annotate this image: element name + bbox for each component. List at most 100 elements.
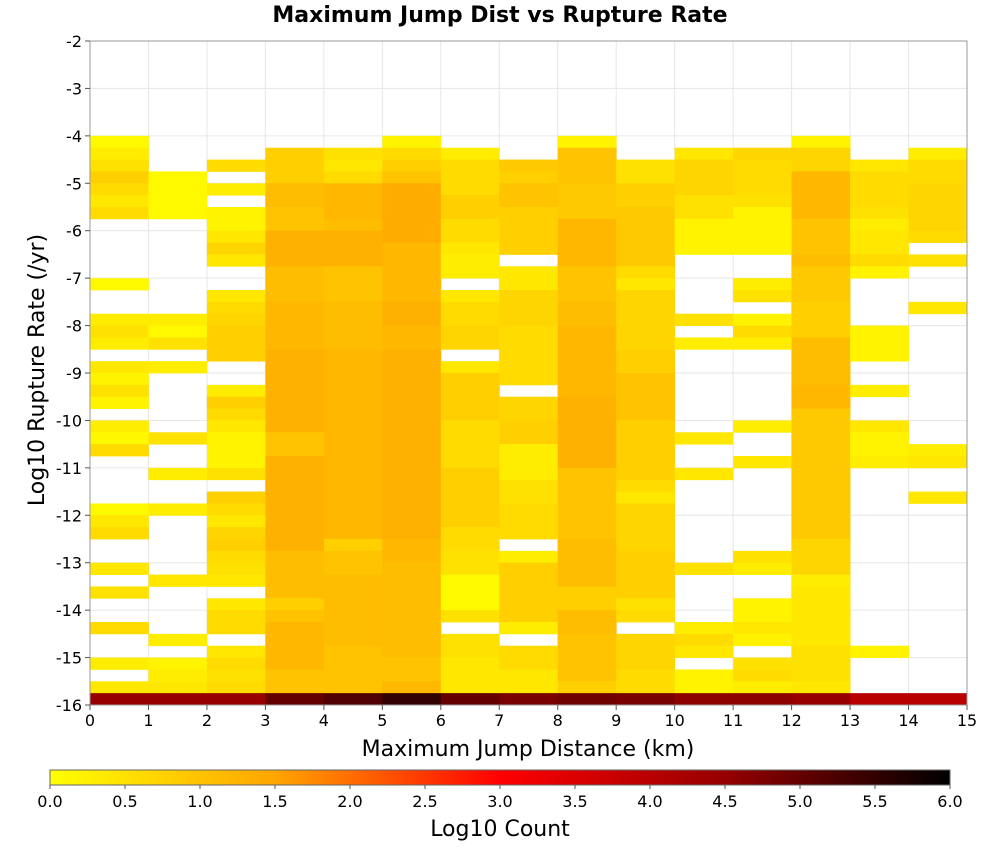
colorbar-tick-label: 2.0 — [337, 792, 362, 811]
heatmap-cell — [206, 230, 266, 243]
heatmap-cell — [440, 361, 500, 374]
heatmap-cell — [206, 396, 266, 409]
heatmap-cell — [499, 503, 559, 540]
heatmap-cell — [791, 693, 851, 706]
heatmap-cell — [90, 313, 149, 326]
heatmap-cell — [440, 550, 500, 575]
colorbar-tick-label: 4.0 — [637, 792, 662, 811]
heatmap-cell — [440, 195, 500, 220]
heatmap-cell — [499, 183, 559, 208]
heatmap-cell — [674, 159, 734, 196]
heatmap-cell — [440, 218, 500, 243]
heatmap-cell — [440, 325, 500, 350]
heatmap-cell — [90, 527, 149, 540]
heatmap-cell — [440, 301, 500, 326]
colorbar-tick-label: 2.5 — [412, 792, 437, 811]
heatmap-cell — [499, 325, 559, 386]
heatmap-cell — [499, 562, 559, 623]
y-tick-label: -7 — [66, 269, 82, 288]
heatmap-cell — [733, 337, 792, 350]
heatmap-cell — [265, 550, 325, 599]
heatmap-cell — [616, 420, 676, 481]
heatmap-cell — [206, 527, 266, 540]
heatmap-cell — [674, 337, 734, 350]
heatmap-cell — [733, 562, 792, 575]
heatmap-cell — [206, 598, 266, 611]
heatmap-cell — [791, 147, 851, 172]
heatmap-cell — [791, 645, 851, 682]
colorbar-tick-label: 1.5 — [262, 792, 287, 811]
heatmap-cell — [265, 230, 325, 267]
heatmap-cell — [499, 159, 559, 172]
heatmap-cell — [440, 290, 500, 303]
y-axis-ticks: -2 -3 -4 -5 -6 -7 -8 -9 -10 -11 -12 -13 -14 -15 -16 — [56, 32, 90, 715]
heatmap-cell — [616, 349, 676, 374]
heatmap-cell — [90, 657, 149, 670]
heatmap-cell — [90, 159, 149, 172]
heatmap-cell — [206, 313, 266, 326]
heatmap-cell — [616, 290, 676, 350]
x-tick-label: 0 — [85, 711, 95, 730]
heatmap-cell — [733, 622, 792, 635]
x-tick-label: 7 — [494, 711, 504, 730]
heatmap-cell — [440, 420, 500, 469]
x-tick-label: 5 — [377, 711, 387, 730]
heatmap-cell — [323, 574, 383, 647]
chart-title: Maximum Jump Dist vs Rupture Rate — [272, 3, 727, 28]
colorbar-tick-label: 6.0 — [937, 792, 962, 811]
heatmap-cell — [674, 562, 734, 575]
heatmap-cell — [616, 550, 676, 599]
heatmap-cell — [206, 657, 266, 670]
heatmap-cell — [323, 301, 383, 350]
heatmap-cell — [382, 183, 442, 243]
x-tick-label: 4 — [319, 711, 329, 730]
heatmap-cell — [850, 266, 909, 279]
heatmap-cell — [499, 290, 559, 326]
x-tick-label: 2 — [202, 711, 212, 730]
heatmap-cell — [206, 467, 266, 481]
heatmap-cell — [733, 195, 792, 208]
heatmap-cell — [616, 207, 676, 267]
heatmap-cell — [908, 301, 968, 315]
heatmap-cell — [265, 147, 325, 184]
heatmap-cell — [791, 171, 851, 220]
heatmap-cell — [616, 278, 676, 291]
y-tick-label: -3 — [66, 79, 82, 98]
heatmap-cell — [148, 503, 208, 516]
heatmap-cell — [90, 432, 149, 445]
heatmap-cell — [382, 325, 442, 350]
heatmap-cell — [499, 550, 559, 564]
heatmap-cell — [908, 183, 968, 232]
heatmap-cell — [148, 325, 208, 338]
heatmap-cell — [499, 622, 559, 635]
heatmap-cell — [791, 266, 851, 303]
heatmap-cell — [90, 171, 149, 184]
colorbar-tick-label: 5.0 — [787, 792, 812, 811]
colorbar-tick-label: 0.0 — [37, 792, 62, 811]
heatmap-cell — [850, 159, 909, 172]
heatmap-cell — [382, 657, 442, 682]
heatmap-cell — [499, 693, 559, 706]
heatmap-cell — [674, 669, 734, 694]
heatmap-cell — [382, 159, 442, 172]
colorbar-tick-label: 0.5 — [112, 792, 137, 811]
heatmap-cell — [206, 159, 266, 172]
heatmap-cell — [90, 586, 149, 599]
heatmap-cell — [323, 171, 383, 184]
heatmap-cell — [733, 278, 792, 291]
heatmap-cell — [323, 159, 383, 172]
heatmap-cell — [382, 562, 442, 658]
heatmap-cell — [557, 183, 617, 220]
heatmap-cell — [674, 313, 734, 326]
heatmap-cell — [733, 313, 792, 326]
heatmap-cell — [206, 693, 266, 706]
heatmap-cell — [499, 479, 559, 504]
heatmap-cell — [206, 420, 266, 433]
heatmap-cell — [206, 574, 266, 587]
heatmap-cell — [206, 384, 266, 398]
heatmap-cell — [791, 254, 851, 267]
heatmap-cell — [791, 444, 851, 540]
heatmap-cell — [791, 301, 851, 338]
heatmap-cell — [440, 373, 500, 421]
